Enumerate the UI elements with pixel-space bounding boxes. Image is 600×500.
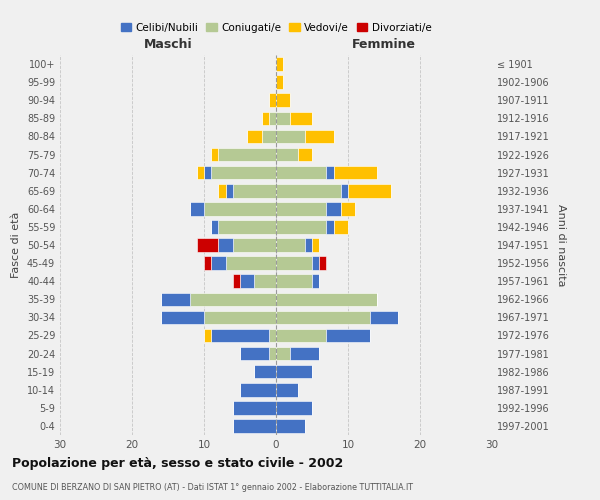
Bar bbox=[262, 112, 269, 125]
Text: Maschi: Maschi bbox=[143, 38, 193, 52]
Bar bbox=[269, 347, 276, 360]
Bar bbox=[247, 130, 262, 143]
Bar bbox=[276, 184, 341, 198]
Bar bbox=[197, 166, 204, 179]
Bar bbox=[211, 148, 218, 162]
Bar bbox=[312, 238, 319, 252]
Legend: Celibi/Nubili, Coniugati/e, Vedovi/e, Divorziati/e: Celibi/Nubili, Coniugati/e, Vedovi/e, Di… bbox=[116, 18, 436, 36]
Bar bbox=[218, 220, 276, 234]
Bar bbox=[305, 238, 312, 252]
Bar bbox=[276, 112, 290, 125]
Text: Popolazione per età, sesso e stato civile - 2002: Popolazione per età, sesso e stato civil… bbox=[12, 458, 343, 470]
Bar bbox=[190, 292, 276, 306]
Bar bbox=[226, 256, 276, 270]
Bar bbox=[276, 130, 305, 143]
Bar bbox=[276, 401, 312, 414]
Bar bbox=[348, 184, 391, 198]
Bar bbox=[211, 256, 226, 270]
Bar bbox=[190, 202, 204, 215]
Bar bbox=[276, 328, 326, 342]
Bar bbox=[233, 419, 276, 432]
Bar bbox=[319, 256, 326, 270]
Bar bbox=[218, 148, 276, 162]
Bar bbox=[298, 148, 312, 162]
Bar bbox=[204, 202, 276, 215]
Bar bbox=[276, 256, 312, 270]
Bar bbox=[269, 94, 276, 107]
Bar bbox=[233, 238, 276, 252]
Bar bbox=[204, 328, 211, 342]
Bar bbox=[240, 383, 276, 396]
Bar bbox=[341, 184, 348, 198]
Bar bbox=[334, 166, 377, 179]
Bar bbox=[197, 238, 218, 252]
Bar bbox=[233, 184, 276, 198]
Bar bbox=[276, 166, 326, 179]
Bar bbox=[204, 310, 276, 324]
Bar bbox=[312, 256, 319, 270]
Bar bbox=[276, 419, 305, 432]
Bar bbox=[211, 328, 269, 342]
Bar bbox=[276, 365, 312, 378]
Bar bbox=[254, 274, 276, 288]
Bar bbox=[290, 347, 319, 360]
Bar bbox=[276, 58, 283, 71]
Bar bbox=[276, 347, 290, 360]
Bar bbox=[218, 238, 233, 252]
Bar bbox=[254, 365, 276, 378]
Bar bbox=[276, 274, 312, 288]
Bar bbox=[276, 94, 290, 107]
Bar bbox=[341, 202, 355, 215]
Bar bbox=[334, 220, 348, 234]
Text: Femmine: Femmine bbox=[352, 38, 416, 52]
Y-axis label: Anni di nascita: Anni di nascita bbox=[556, 204, 566, 286]
Bar bbox=[161, 310, 204, 324]
Bar bbox=[305, 130, 334, 143]
Bar bbox=[276, 238, 305, 252]
Bar bbox=[161, 292, 190, 306]
Bar bbox=[269, 328, 276, 342]
Bar bbox=[326, 328, 370, 342]
Bar bbox=[290, 112, 312, 125]
Bar bbox=[370, 310, 398, 324]
Bar bbox=[211, 166, 276, 179]
Bar bbox=[276, 202, 326, 215]
Text: COMUNE DI BERZANO DI SAN PIETRO (AT) - Dati ISTAT 1° gennaio 2002 - Elaborazione: COMUNE DI BERZANO DI SAN PIETRO (AT) - D… bbox=[12, 482, 413, 492]
Bar bbox=[240, 347, 269, 360]
Bar bbox=[262, 130, 276, 143]
Bar bbox=[276, 148, 298, 162]
Bar bbox=[233, 274, 240, 288]
Bar bbox=[276, 310, 370, 324]
Bar bbox=[226, 184, 233, 198]
Bar bbox=[211, 220, 218, 234]
Bar bbox=[276, 383, 298, 396]
Bar bbox=[276, 76, 283, 89]
Bar bbox=[240, 274, 254, 288]
Y-axis label: Fasce di età: Fasce di età bbox=[11, 212, 21, 278]
Bar bbox=[218, 184, 226, 198]
Bar bbox=[204, 166, 211, 179]
Bar bbox=[276, 292, 377, 306]
Bar bbox=[312, 274, 319, 288]
Bar bbox=[269, 112, 276, 125]
Bar bbox=[326, 220, 334, 234]
Bar bbox=[326, 166, 334, 179]
Bar bbox=[276, 220, 326, 234]
Bar bbox=[326, 202, 341, 215]
Bar bbox=[204, 256, 211, 270]
Bar bbox=[233, 401, 276, 414]
